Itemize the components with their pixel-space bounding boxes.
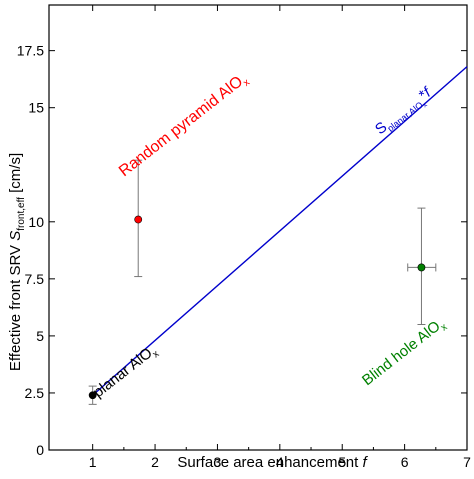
x-tick-label: 7	[463, 454, 471, 470]
x-tick-label: 4	[276, 454, 284, 470]
x-tick-label: 2	[151, 454, 159, 470]
plot-border	[48, 4, 468, 451]
x-axis-label: Surface area enhancement f	[177, 454, 368, 471]
y-tick-label: 15	[28, 100, 44, 116]
data-point	[88, 391, 97, 400]
data-markers	[88, 159, 437, 405]
data-point	[134, 215, 143, 224]
y-tick-label: 2.5	[25, 385, 45, 401]
x-tick-label: 1	[89, 454, 97, 470]
x-axis: 1 2 3 4 5 6 7	[89, 5, 471, 470]
data-point	[417, 263, 426, 272]
y-tick-label: 7.5	[25, 271, 45, 287]
y-axis: 0 2.5 5 7.5 10 15 17.5	[17, 43, 467, 458]
annotations: Random pyramid AlOx planar AlOx Blind hole…	[90, 70, 450, 403]
annotation-label: planar AlOx	[90, 342, 161, 404]
x-tick-label: 5	[338, 454, 346, 470]
annotation-label: Random pyramid AlOx	[116, 70, 252, 182]
fit-line	[92, 66, 468, 396]
annotation-label: Blind hole AlOx	[359, 315, 450, 392]
x-tick-label: 6	[401, 454, 409, 470]
annotation-label: Splanar,AlOx*f	[372, 83, 438, 141]
y-tick-label: 10	[28, 214, 44, 230]
y-tick-label: 17.5	[17, 43, 44, 59]
y-axis-label: Effective front SRV Sfront,eff [cm/s]	[7, 153, 27, 371]
y-tick-label: 5	[36, 328, 44, 344]
plot-frame	[48, 4, 468, 451]
fit-lines	[92, 66, 468, 396]
x-tick-label: 3	[214, 454, 222, 470]
y-tick-label: 0	[36, 442, 44, 458]
